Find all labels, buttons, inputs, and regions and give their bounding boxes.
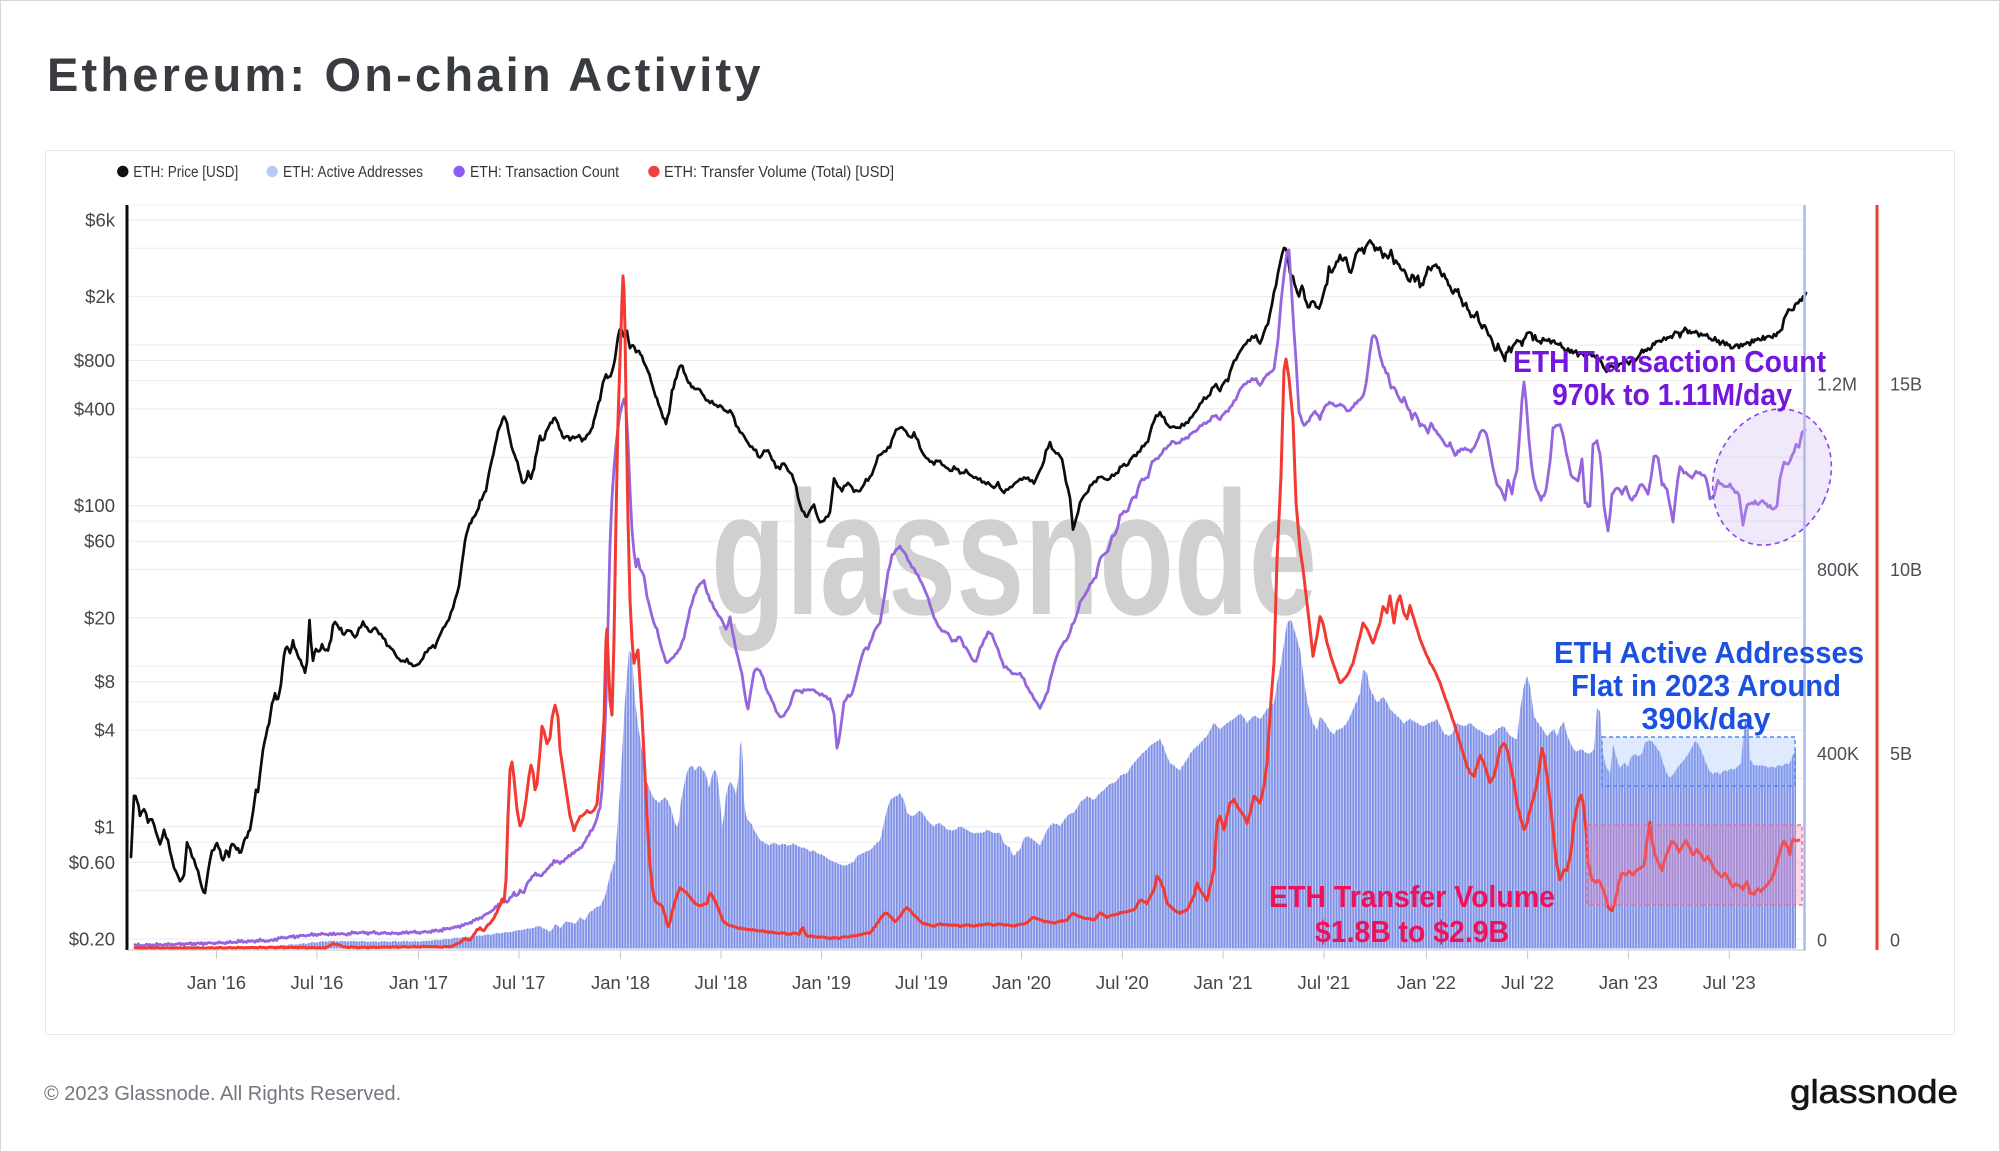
svg-text:Jan '18: Jan '18 — [591, 972, 650, 993]
svg-text:$400: $400 — [74, 398, 115, 419]
svg-text:Flat in 2023 Around: Flat in 2023 Around — [1571, 668, 1841, 703]
svg-text:800K: 800K — [1817, 560, 1859, 580]
svg-text:Jan '22: Jan '22 — [1397, 972, 1456, 993]
svg-text:Jan '23: Jan '23 — [1599, 972, 1658, 993]
svg-text:970k to 1.11M/day: 970k to 1.11M/day — [1552, 377, 1793, 412]
svg-text:ETH: Transaction Count: ETH: Transaction Count — [470, 164, 620, 181]
svg-text:ETH: Price [USD]: ETH: Price [USD] — [133, 164, 238, 181]
svg-text:$100: $100 — [74, 495, 115, 516]
svg-text:$0.20: $0.20 — [69, 929, 115, 950]
svg-text:Jan '17: Jan '17 — [389, 972, 448, 993]
svg-text:Jul '18: Jul '18 — [695, 972, 748, 993]
svg-text:$0.60: $0.60 — [69, 852, 115, 873]
svg-text:glassnode: glassnode — [711, 456, 1317, 652]
svg-text:400K: 400K — [1817, 744, 1859, 764]
svg-text:0: 0 — [1817, 931, 1827, 951]
svg-text:© 2023 Glassnode. All Rights R: © 2023 Glassnode. All Rights Reserved. — [44, 1083, 401, 1105]
svg-text:1.2M: 1.2M — [1817, 375, 1857, 395]
svg-text:Jul '21: Jul '21 — [1297, 972, 1350, 993]
svg-text:Jul '16: Jul '16 — [291, 972, 344, 993]
svg-text:$1: $1 — [94, 816, 115, 837]
svg-text:Jul '17: Jul '17 — [493, 972, 546, 993]
svg-text:Jan '21: Jan '21 — [1194, 972, 1253, 993]
svg-text:ETH: Transfer Volume (Total) [: ETH: Transfer Volume (Total) [USD] — [664, 164, 894, 181]
svg-text:Jul '22: Jul '22 — [1501, 972, 1554, 993]
svg-text:$1.8B to $2.9B: $1.8B to $2.9B — [1315, 914, 1509, 949]
svg-text:Jan '19: Jan '19 — [792, 972, 851, 993]
svg-text:$4: $4 — [94, 720, 115, 741]
svg-text:ETH Active Addresses: ETH Active Addresses — [1554, 635, 1864, 670]
svg-text:ETH Transfer Volume: ETH Transfer Volume — [1269, 879, 1555, 914]
svg-text:$8: $8 — [94, 671, 115, 692]
svg-text:ETH Transaction Count: ETH Transaction Count — [1513, 344, 1826, 379]
svg-text:5B: 5B — [1890, 744, 1912, 764]
svg-text:$6k: $6k — [85, 210, 116, 231]
svg-text:glassnode: glassnode — [1790, 1073, 1958, 1110]
svg-text:Jul '23: Jul '23 — [1703, 972, 1756, 993]
svg-text:Jan '20: Jan '20 — [992, 972, 1051, 993]
svg-text:10B: 10B — [1890, 560, 1922, 580]
svg-text:$60: $60 — [84, 531, 115, 552]
svg-text:$2k: $2k — [85, 286, 116, 307]
svg-text:0: 0 — [1890, 931, 1900, 951]
svg-text:Jul '20: Jul '20 — [1096, 972, 1149, 993]
svg-text:390k/day: 390k/day — [1642, 701, 1772, 736]
svg-text:$20: $20 — [84, 607, 115, 628]
svg-text:Jul '19: Jul '19 — [895, 972, 948, 993]
svg-text:ETH: Active Addresses: ETH: Active Addresses — [283, 164, 423, 181]
svg-text:15B: 15B — [1890, 375, 1922, 395]
svg-text:$800: $800 — [74, 350, 115, 371]
svg-text:Jan '16: Jan '16 — [187, 972, 246, 993]
